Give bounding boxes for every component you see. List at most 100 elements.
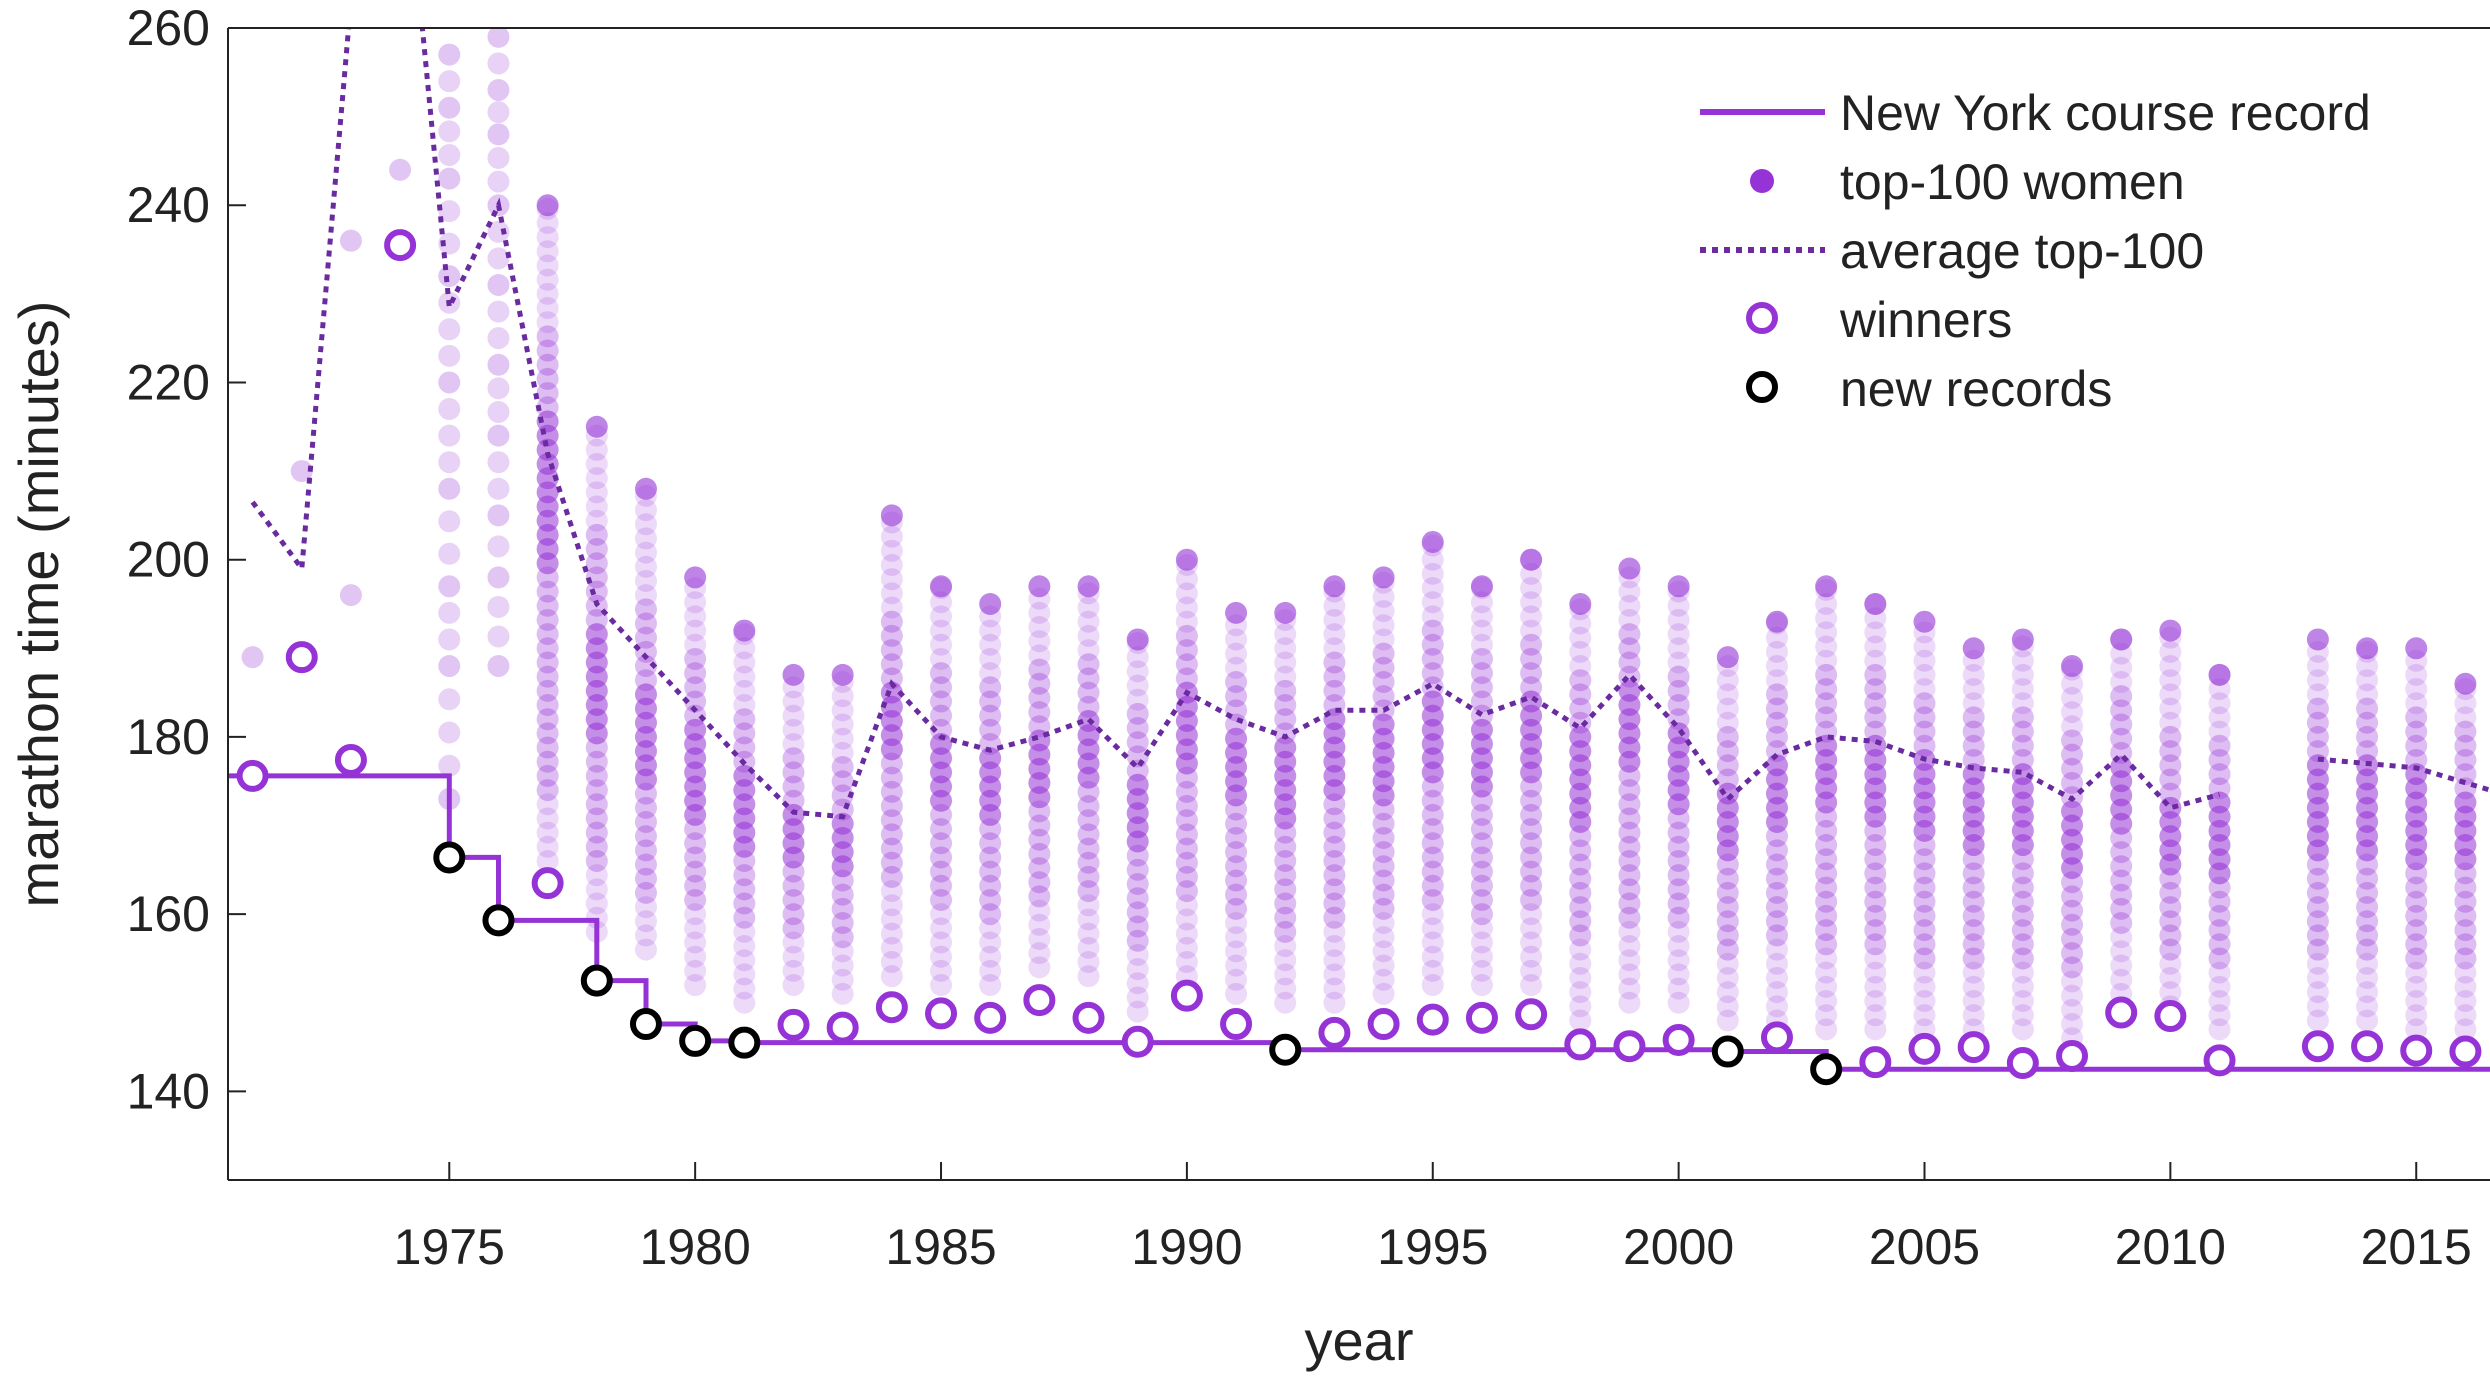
field-point <box>2011 663 2034 686</box>
field-point <box>1225 826 1248 849</box>
field-point <box>2208 720 2231 743</box>
field-point <box>1421 931 1444 954</box>
new-record-marker <box>679 1024 712 1057</box>
field-point <box>1962 637 1985 660</box>
field-point <box>1126 915 1149 938</box>
winner-marker <box>2105 996 2138 1029</box>
field-point <box>1077 965 1100 988</box>
field-point <box>536 367 559 390</box>
winner-marker <box>1957 1031 1990 1064</box>
field-point <box>2405 748 2428 771</box>
field-point <box>930 647 953 670</box>
field-point <box>1421 562 1444 585</box>
field-point <box>1077 823 1100 846</box>
field-point <box>684 846 707 869</box>
field-point <box>2159 697 2182 720</box>
field-point <box>438 477 461 500</box>
field-point <box>930 633 953 656</box>
field-point <box>1667 623 1690 646</box>
field-point <box>2208 692 2231 715</box>
field-point <box>880 624 903 647</box>
field-point <box>1569 612 1592 635</box>
field-point <box>1765 655 1788 678</box>
field-point <box>1077 575 1100 598</box>
field-point <box>1323 651 1346 674</box>
field-point <box>2405 678 2428 701</box>
field-point <box>782 803 805 826</box>
field-point <box>1716 754 1739 777</box>
field-point <box>2061 715 2084 738</box>
field-point <box>1667 991 1690 1014</box>
field-point <box>585 608 608 631</box>
field-point <box>438 451 461 474</box>
field-point <box>1470 846 1493 869</box>
field-point <box>2454 692 2477 715</box>
winner-marker <box>384 229 417 262</box>
field-point <box>733 991 756 1014</box>
field-point <box>1815 947 1838 970</box>
field-point <box>1667 835 1690 858</box>
field-point <box>585 750 608 773</box>
field-point <box>1716 896 1739 919</box>
legend-label-field: top-100 women <box>1840 154 2185 210</box>
field-point <box>733 679 756 702</box>
field-point <box>487 504 510 527</box>
field-point <box>880 851 903 874</box>
field-point <box>1913 649 1936 672</box>
field-point <box>979 633 1002 656</box>
field-point <box>1077 894 1100 917</box>
field-point <box>1077 681 1100 704</box>
field-point <box>634 612 657 635</box>
field-point <box>1323 821 1346 844</box>
field-point <box>1077 624 1100 647</box>
winner-marker <box>826 1011 859 1044</box>
field-point <box>1618 920 1641 943</box>
field-point <box>1470 888 1493 911</box>
field-point <box>1421 903 1444 926</box>
field-point <box>536 651 559 674</box>
field-point <box>1372 642 1395 665</box>
field-point <box>1618 849 1641 872</box>
field-point <box>1077 653 1100 676</box>
field-point <box>979 917 1002 940</box>
field-point <box>1470 903 1493 926</box>
field-point <box>634 569 657 592</box>
winner-marker <box>1072 1001 1105 1034</box>
field-point <box>1225 855 1248 878</box>
field-point <box>536 282 559 305</box>
field-point <box>1864 947 1887 970</box>
field-point <box>1323 835 1346 858</box>
field-point <box>1618 977 1641 1000</box>
field-point <box>782 733 805 756</box>
field-point <box>2061 1013 2084 1036</box>
field-point <box>1421 690 1444 713</box>
field-point <box>1077 936 1100 959</box>
field-point <box>1667 821 1690 844</box>
field-point <box>1962 961 1985 984</box>
field-point <box>2306 995 2329 1018</box>
field-point <box>831 897 854 920</box>
field-point <box>1421 633 1444 656</box>
field-point <box>684 945 707 968</box>
field-point <box>634 640 657 663</box>
field-point <box>2061 998 2084 1021</box>
field-point <box>880 525 903 548</box>
winner-marker <box>531 867 564 900</box>
field-point <box>1815 706 1838 729</box>
field-point <box>1569 725 1592 748</box>
new-record-marker <box>433 841 466 874</box>
field-point <box>1569 669 1592 692</box>
field-point <box>487 79 510 102</box>
field-point <box>1225 897 1248 920</box>
field-point <box>831 741 854 764</box>
field-point <box>831 883 854 906</box>
field-point <box>1962 862 1985 885</box>
field-point <box>1716 952 1739 975</box>
field-point <box>1765 725 1788 748</box>
field-point <box>2110 940 2133 963</box>
winner-marker <box>2056 1039 2089 1072</box>
field-point <box>1667 949 1690 972</box>
field-point <box>585 467 608 490</box>
field-point <box>684 959 707 982</box>
field-point <box>2306 924 2329 947</box>
